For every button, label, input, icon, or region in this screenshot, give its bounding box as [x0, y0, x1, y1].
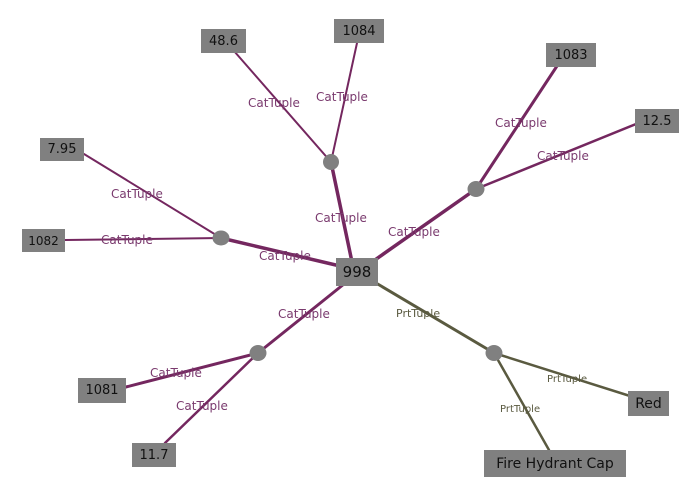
edge-hub-bottomleft-to-11-7	[163, 351, 260, 445]
edge-hub-left-to-1082	[64, 237, 222, 241]
edge-label-cattuple-998-right: CatTuple	[388, 225, 440, 239]
hub-left[interactable]	[212, 230, 230, 246]
edge-label-cattuple-1084: CatTuple	[316, 90, 368, 104]
edge-hub-prt-to-fire-hydrant-cap	[492, 351, 551, 452]
edge-hub-left-to-7-95	[83, 153, 222, 239]
edge-998-to-hub-bottomleft	[256, 282, 346, 355]
edge-998-to-hub-prt	[374, 281, 496, 355]
edge-hub-right-to-1083	[474, 64, 559, 191]
node-11-7[interactable]: 11.7	[132, 443, 176, 467]
edge-label-cattuple-12-5: CatTuple	[537, 149, 589, 163]
edge-labels-layer: CatTuple CatTuple CatTuple CatTuple CatTuple…	[101, 90, 589, 415]
hub-top[interactable]	[323, 154, 339, 170]
edge-998-to-hub-left	[219, 236, 342, 268]
node-1083[interactable]: 1083	[546, 43, 596, 67]
node-1084[interactable]: 1084	[334, 19, 384, 43]
edge-998-to-hub-top	[329, 160, 354, 264]
edge-label-cattuple-11-7: CatTuple	[176, 399, 228, 413]
hub-bottomleft[interactable]	[249, 345, 267, 361]
hub-right[interactable]	[467, 181, 485, 197]
node-48-6[interactable]: 48.6	[201, 29, 246, 53]
edge-label-cattuple-998-top: CatTuple	[315, 211, 367, 225]
edge-label-cattuple-7-95: CatTuple	[111, 187, 163, 201]
edge-label-cattuple-998-left: CatTuple	[259, 249, 311, 263]
edges-layer	[64, 42, 638, 452]
node-center-998[interactable]: 998	[336, 258, 378, 286]
edge-label-cattuple-1083: CatTuple	[495, 116, 547, 130]
edge-hub-right-to-12-5	[474, 122, 638, 191]
edge-label-prttuple-red: PrtTuple	[547, 374, 587, 385]
edge-label-cattuple-998-bottomleft: CatTuple	[278, 307, 330, 321]
node-1081[interactable]: 1081	[78, 378, 126, 403]
edge-label-cattuple-1082: CatTuple	[101, 233, 153, 247]
edge-hub-top-to-1084	[330, 42, 358, 163]
hub-prt[interactable]	[485, 345, 503, 361]
edge-hub-top-to-48-6	[233, 50, 332, 163]
edge-label-cattuple-1081: CatTuple	[150, 366, 202, 380]
edge-hub-prt-to-red	[492, 351, 632, 398]
node-1082[interactable]: 1082	[22, 229, 65, 252]
node-red[interactable]: Red	[628, 391, 669, 416]
node-7-95[interactable]: 7.95	[40, 138, 84, 161]
edge-label-prttuple-fire-hydrant-cap: PrtTuple	[500, 404, 540, 415]
node-fire-hydrant-cap[interactable]: Fire Hydrant Cap	[484, 450, 626, 477]
hubs-layer	[212, 154, 503, 361]
edge-998-to-hub-right	[370, 187, 478, 264]
node-12-5[interactable]: 12.5	[635, 109, 679, 133]
edge-label-cattuple-48-6: CatTuple	[248, 96, 300, 110]
edge-hub-bottomleft-to-1081	[124, 351, 260, 389]
edge-label-prttuple-998: PrtTuple	[396, 307, 440, 320]
